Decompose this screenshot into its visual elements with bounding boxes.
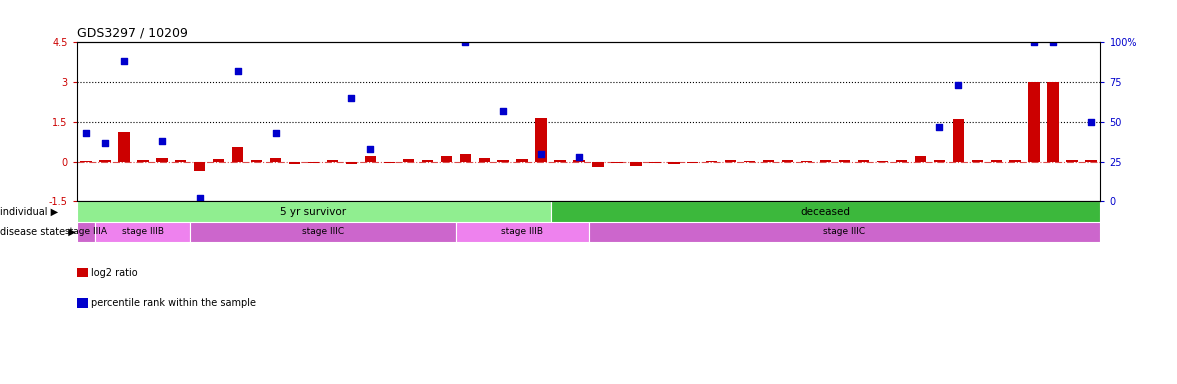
Point <box>266 130 285 136</box>
Point <box>228 68 247 74</box>
Bar <box>1066 160 1078 162</box>
Bar <box>706 161 718 162</box>
Bar <box>95 222 191 242</box>
Text: stage IIIC: stage IIIC <box>824 227 865 236</box>
Bar <box>77 201 551 222</box>
Point <box>1044 39 1063 45</box>
Bar <box>80 161 92 162</box>
Bar <box>346 162 357 164</box>
Bar <box>877 161 889 162</box>
Bar <box>403 159 414 162</box>
Text: stage IIIA: stage IIIA <box>65 227 107 236</box>
Bar <box>384 162 395 163</box>
Bar <box>744 161 756 162</box>
Bar <box>839 160 850 162</box>
Bar <box>365 156 377 162</box>
Bar <box>858 160 869 162</box>
Point <box>532 151 551 157</box>
Bar <box>991 160 1002 162</box>
Bar <box>459 154 471 162</box>
Text: deceased: deceased <box>800 207 851 217</box>
Bar <box>77 222 95 242</box>
Point <box>153 138 172 144</box>
Bar <box>536 118 547 162</box>
Bar <box>138 160 148 162</box>
Text: stage IIIB: stage IIIB <box>122 227 164 236</box>
Bar <box>592 162 604 167</box>
Bar <box>915 156 926 162</box>
Bar <box>213 159 225 162</box>
Bar <box>270 159 281 162</box>
Point <box>570 154 588 160</box>
Bar <box>551 201 1100 222</box>
Bar <box>1048 82 1059 162</box>
Text: stage IIIB: stage IIIB <box>501 227 543 236</box>
Bar <box>554 160 566 162</box>
Point <box>1025 39 1044 45</box>
Bar <box>1029 82 1039 162</box>
Bar <box>288 162 300 164</box>
Bar <box>588 222 1100 242</box>
Bar <box>99 160 111 162</box>
Bar <box>1010 160 1020 162</box>
Bar <box>611 162 623 163</box>
Bar <box>191 222 455 242</box>
Bar <box>479 159 490 162</box>
Text: GDS3297 / 10209: GDS3297 / 10209 <box>77 26 187 40</box>
Bar <box>421 160 433 162</box>
Point <box>494 108 513 114</box>
Bar <box>687 162 698 163</box>
Point <box>95 139 114 146</box>
Bar <box>630 162 641 166</box>
Bar <box>650 162 660 163</box>
Bar <box>782 160 793 162</box>
Text: stage IIIC: stage IIIC <box>302 227 344 236</box>
Bar <box>175 160 186 162</box>
Bar <box>952 119 964 162</box>
Point <box>361 146 380 152</box>
Point <box>1082 119 1100 125</box>
Bar <box>971 160 983 162</box>
Bar <box>327 160 338 162</box>
Point <box>949 82 967 88</box>
Point <box>455 39 474 45</box>
Point <box>114 58 133 65</box>
Text: disease state ▶: disease state ▶ <box>0 227 75 237</box>
Point <box>191 195 210 201</box>
Text: log2 ratio: log2 ratio <box>91 268 138 278</box>
Text: individual ▶: individual ▶ <box>0 207 58 217</box>
Bar <box>933 160 945 162</box>
Point <box>930 124 949 130</box>
Bar <box>194 162 206 171</box>
Bar <box>1085 160 1097 162</box>
Bar <box>517 159 527 162</box>
Bar <box>800 161 812 162</box>
Bar <box>251 160 262 162</box>
Bar <box>820 160 831 162</box>
Bar <box>232 147 244 162</box>
Bar <box>118 132 129 162</box>
Bar <box>763 160 774 162</box>
Point <box>77 130 95 136</box>
Bar <box>498 160 508 162</box>
Bar <box>896 160 907 162</box>
Bar <box>725 160 737 162</box>
Bar <box>573 160 585 162</box>
Bar <box>308 162 319 163</box>
Text: percentile rank within the sample: percentile rank within the sample <box>91 298 255 308</box>
Bar <box>157 158 167 162</box>
Text: 5 yr survivor: 5 yr survivor <box>280 207 346 217</box>
Bar <box>440 156 452 162</box>
Bar <box>669 162 679 164</box>
Bar <box>455 222 588 242</box>
Point <box>343 95 361 101</box>
